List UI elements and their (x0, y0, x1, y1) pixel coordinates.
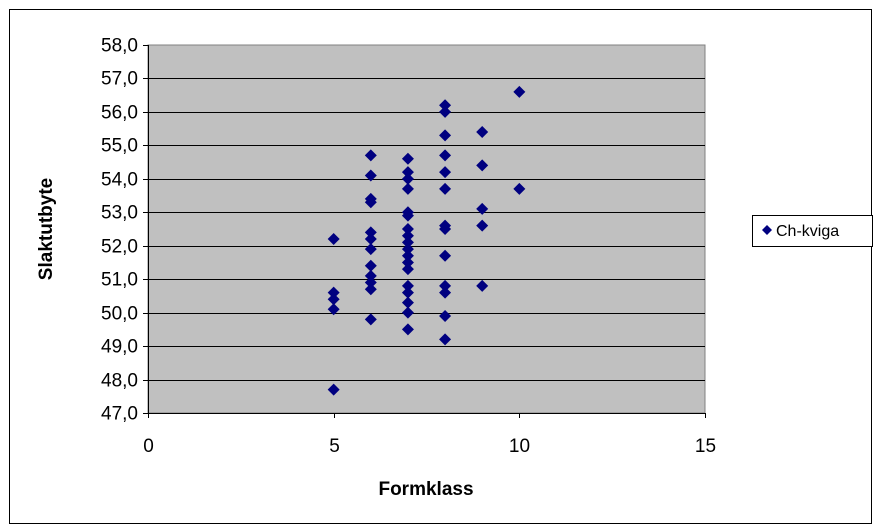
y-tick-label: 51,0 (101, 270, 138, 291)
y-tick-label: 53,0 (101, 203, 138, 224)
data-point (364, 313, 377, 326)
y-tick-label: 54,0 (101, 170, 138, 191)
data-point (364, 243, 377, 256)
x-tick-labels: 0 5 10 15 (143, 436, 716, 457)
y-tick-label: 55,0 (101, 136, 138, 157)
data-point (401, 256, 414, 269)
data-point (439, 309, 452, 322)
y-tick-label: 50,0 (101, 304, 138, 325)
data-point (439, 249, 452, 262)
y-tick-label: 47,0 (101, 404, 138, 425)
data-point (439, 182, 452, 195)
data-point (327, 233, 340, 246)
y-tick-label: 57,0 (101, 69, 138, 90)
data-point (401, 182, 414, 195)
data-point (327, 303, 340, 316)
data-point (439, 105, 452, 118)
data-point (401, 206, 414, 219)
data-point (327, 383, 340, 396)
data-point (476, 219, 489, 232)
data-point (439, 279, 452, 292)
data-point (439, 129, 452, 142)
data-point (476, 279, 489, 292)
legend-marker-icon (762, 225, 772, 235)
data-point (364, 283, 377, 296)
data-point (401, 223, 414, 235)
data-point (401, 152, 414, 165)
data-point (364, 269, 377, 282)
data-point (401, 306, 414, 319)
data-point (476, 125, 489, 138)
data-point (327, 293, 340, 306)
y-tick-label: 58,0 (101, 36, 138, 57)
data-point (364, 276, 377, 289)
data-point (401, 166, 414, 179)
data-point (401, 249, 414, 262)
x-tick-label: 0 (143, 436, 154, 457)
x-axis-title: Formklass (378, 479, 473, 500)
data-point (476, 202, 489, 215)
data-point (401, 286, 414, 299)
data-point (364, 192, 377, 205)
y-axis-title: Slaktutbyte (36, 178, 57, 280)
gridlines (148, 78, 705, 381)
y-tick-label: 49,0 (101, 337, 138, 358)
y-tick-label: 56,0 (101, 103, 138, 124)
data-point (401, 172, 414, 185)
data-point (439, 149, 452, 162)
x-tick-label: 10 (509, 436, 530, 457)
legend-box (752, 215, 873, 247)
legend-label: Ch-kviga (776, 223, 839, 240)
y-tick-labels: 47,0 48,0 49,0 50,0 51,0 52,0 53,0 54,0 55,0 56,0… (101, 36, 138, 425)
legend: Ch-kviga (752, 215, 873, 247)
data-point (439, 333, 452, 346)
data-point (364, 169, 377, 182)
x-tick-label: 15 (695, 436, 716, 457)
data-point (401, 243, 414, 256)
x-tick-label: 5 (329, 436, 340, 457)
data-point (439, 286, 452, 299)
data-point (364, 226, 377, 239)
data-point (439, 219, 452, 232)
data-point (476, 159, 489, 172)
data-point (364, 259, 377, 272)
data-point (401, 296, 414, 309)
data-point (401, 236, 414, 249)
data-point (364, 233, 377, 246)
y-tick-label: 48,0 (101, 371, 138, 392)
data-point (401, 229, 414, 242)
data-point (401, 323, 414, 336)
data-point (513, 85, 526, 98)
y-tick-label: 52,0 (101, 237, 138, 258)
data-point (401, 279, 414, 292)
data-point (439, 99, 452, 112)
plot-area (147, 44, 706, 414)
data-points (327, 85, 526, 396)
data-point (327, 286, 340, 299)
data-point (513, 182, 526, 195)
axes (143, 45, 706, 418)
data-point (364, 149, 377, 162)
data-point (439, 166, 452, 179)
data-point (401, 263, 414, 276)
